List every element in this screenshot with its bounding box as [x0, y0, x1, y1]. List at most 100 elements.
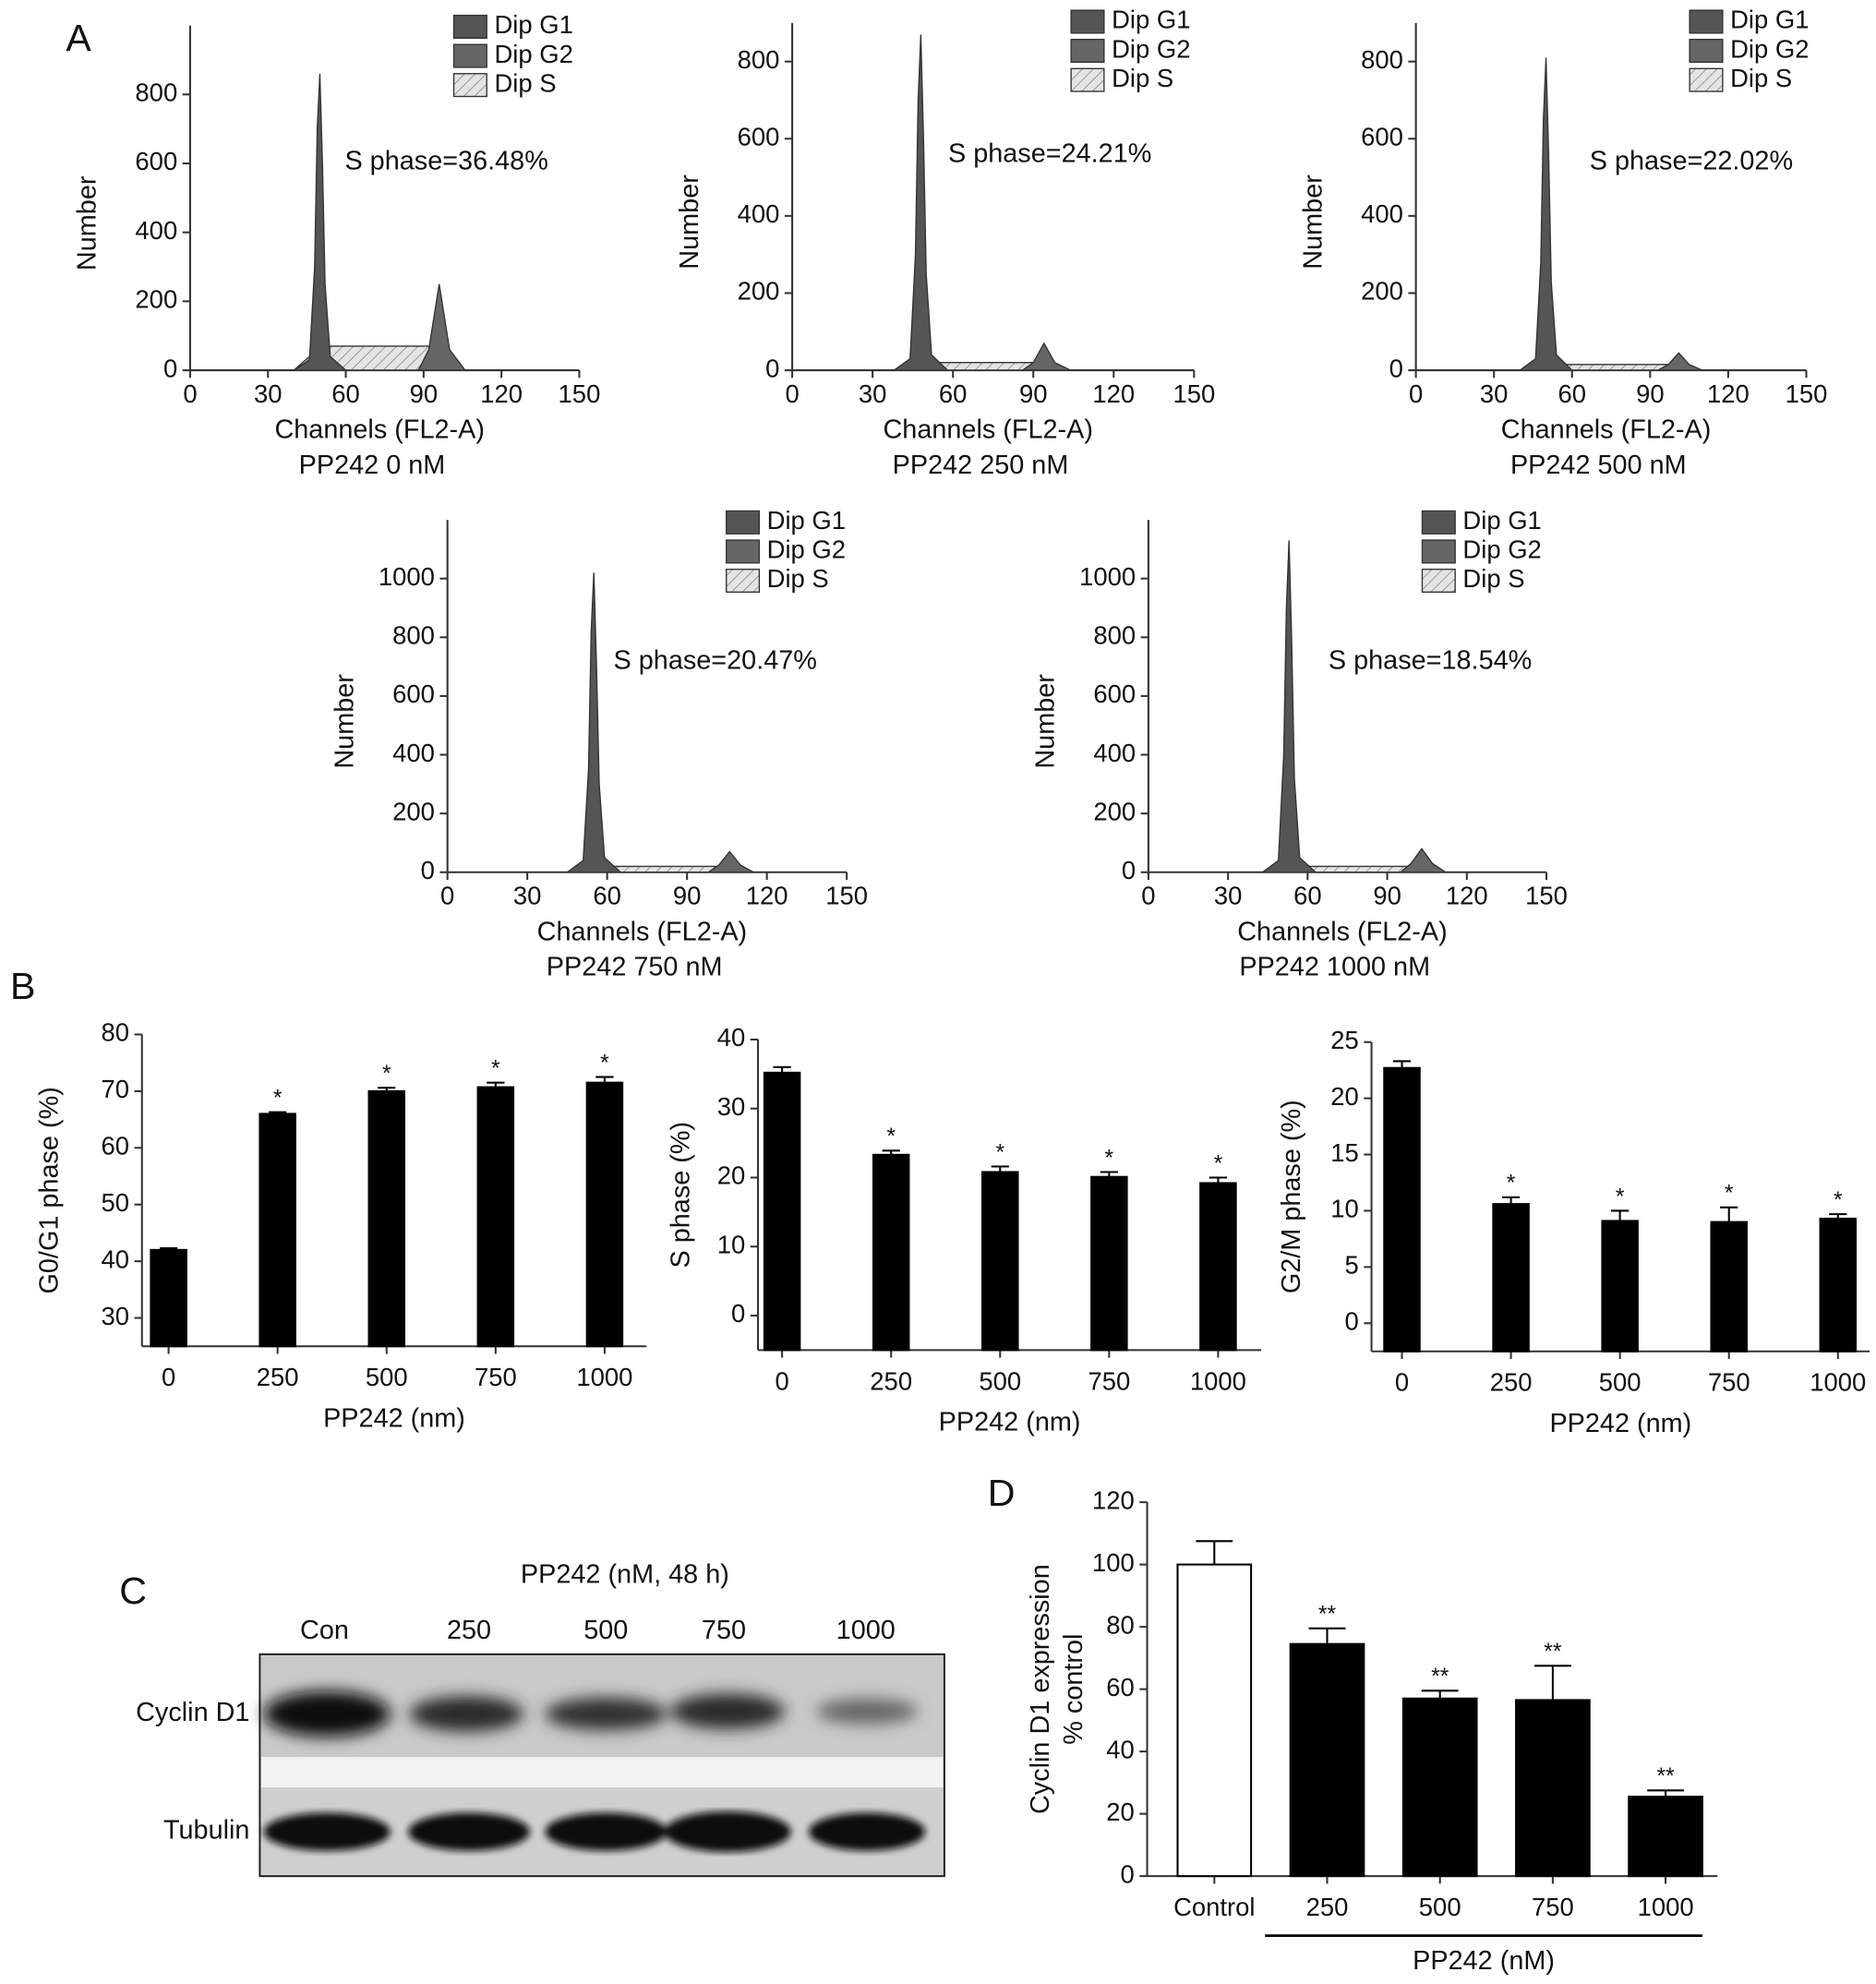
bar [1628, 1796, 1703, 1878]
chart-title: PP242 250 nM [893, 451, 1069, 480]
y-tick-label: 30 [102, 1302, 130, 1330]
x-tick-label: 0 [440, 881, 454, 909]
x-tick-label: 750 [1708, 1368, 1750, 1397]
significance: * [491, 1056, 500, 1081]
legend-label: Dip G1 [1730, 6, 1809, 34]
y-tick-label: 800 [392, 621, 435, 650]
y-tick-label: 1000 [1079, 562, 1136, 591]
x-tick-label: 250 [870, 1366, 912, 1395]
x-tick-label: 0 [1141, 881, 1155, 909]
legend-swatch [1070, 9, 1105, 34]
lane-label: 1000 [836, 1616, 896, 1645]
x-tick-label: 250 [1490, 1368, 1533, 1397]
y-tick-label: 30 [717, 1092, 746, 1121]
y-tick-label: 60 [102, 1132, 130, 1160]
y-tick-label: 15 [1330, 1138, 1359, 1167]
x-tick-label: 750 [1088, 1366, 1130, 1395]
x-tick-label: 120 [746, 881, 788, 909]
y-tick-label: 10 [717, 1230, 746, 1258]
bar [1176, 1563, 1253, 1878]
significance: * [1105, 1146, 1114, 1171]
y-tick-label: 50 [102, 1188, 130, 1217]
legend-swatch [726, 510, 761, 535]
y-tick-label: 800 [738, 45, 780, 74]
panel-label: D [988, 1472, 1016, 1514]
panel-label: B [10, 965, 35, 1007]
significance: * [1725, 1182, 1734, 1207]
x-axis-label: Channels (FL2-A) [1501, 415, 1712, 445]
x-tick-label: 30 [513, 881, 542, 909]
y-tick-label: 0 [731, 1299, 745, 1328]
y-tick-label: 40 [102, 1245, 130, 1273]
x-tick-label: 60 [593, 881, 621, 909]
x-axis-label: PP242 (nm) [1549, 1409, 1691, 1438]
x-axis-label: Channels (FL2-A) [883, 415, 1093, 445]
x-tick-label: 1000 [576, 1363, 632, 1391]
y-tick-label: 80 [1106, 1610, 1135, 1639]
y-tick-label: 0 [1345, 1307, 1359, 1336]
x-tick-label: 60 [1557, 379, 1586, 408]
legend-label: Dip G2 [1462, 535, 1541, 564]
tubulin-bands [263, 1811, 926, 1853]
row-label: Tubulin [163, 1816, 249, 1846]
cyclin-bands [263, 1690, 919, 1738]
chart-title: PP242 750 nM [547, 953, 723, 982]
x-tick-label: 90 [1373, 881, 1401, 909]
x-tick-label: 120 [1092, 379, 1135, 408]
bar [872, 1153, 910, 1352]
lane-label: 500 [583, 1616, 628, 1645]
x-tick-label: 0 [775, 1366, 788, 1395]
x-tick-label: 150 [825, 881, 868, 909]
y-tick-label: 400 [135, 216, 177, 245]
legend-swatch [726, 539, 761, 564]
y-tick-label: 200 [738, 277, 780, 306]
x-tick-label: 500 [366, 1363, 408, 1391]
y-axis-label: Number [330, 674, 359, 769]
x-tick-label: 30 [254, 379, 283, 408]
y-tick-label: 5 [1345, 1251, 1359, 1280]
x-tick-label: 90 [410, 379, 439, 408]
legend-swatch [452, 73, 487, 98]
x-tick-label: 90 [1636, 379, 1665, 408]
y-axis-label: Number [73, 175, 102, 271]
significance: * [995, 1140, 1004, 1165]
y-tick-label: 80 [102, 1018, 130, 1047]
bar [367, 1089, 406, 1348]
y-axis-label: % control [1059, 1634, 1088, 1745]
y-tick-label: 600 [135, 147, 177, 175]
significance: ** [1318, 1603, 1337, 1628]
bar [150, 1248, 187, 1348]
y-tick-label: 1000 [379, 562, 435, 591]
x-tick-label: 120 [1446, 881, 1488, 909]
x-tick-label: 60 [939, 379, 968, 408]
legend-label: Dip S [767, 564, 829, 593]
x-axis-label: Channels (FL2-A) [1237, 917, 1448, 946]
y-tick-label: 600 [1361, 123, 1403, 151]
legend-label: Dip G2 [767, 535, 846, 564]
chart-title: PP242 0 nM [299, 451, 446, 480]
y-tick-label: 400 [392, 739, 435, 767]
y-tick-label: 40 [717, 1023, 746, 1052]
y-axis-label: Cyclin D1 expression [1026, 1564, 1055, 1814]
chart-title: PP242 1000 nM [1239, 953, 1430, 982]
legend-label: Dip S [494, 68, 556, 97]
bar [763, 1071, 801, 1352]
y-tick-label: 800 [1093, 621, 1136, 650]
panel-label: A [66, 17, 91, 59]
significance: * [1834, 1188, 1843, 1213]
panel-label: C [119, 1569, 147, 1612]
y-tick-label: 120 [1092, 1485, 1135, 1514]
x-tick-label: 120 [1707, 379, 1750, 408]
blot-title: PP242 (nM, 48 h) [521, 1559, 729, 1589]
x-axis-label: Channels (FL2-A) [274, 415, 485, 445]
lane-label: 750 [702, 1616, 746, 1645]
x-tick-label: 0 [1395, 1368, 1409, 1397]
bar [1090, 1175, 1128, 1352]
x-tick-label: 250 [257, 1363, 299, 1391]
group-label: PP242 (nM) [1413, 1946, 1555, 1976]
x-tick-label: 90 [1019, 379, 1048, 408]
x-tick-label: 0 [1409, 379, 1423, 408]
y-tick-label: 200 [392, 797, 435, 825]
legend-label: Dip G2 [494, 40, 572, 68]
significance: * [382, 1062, 391, 1087]
